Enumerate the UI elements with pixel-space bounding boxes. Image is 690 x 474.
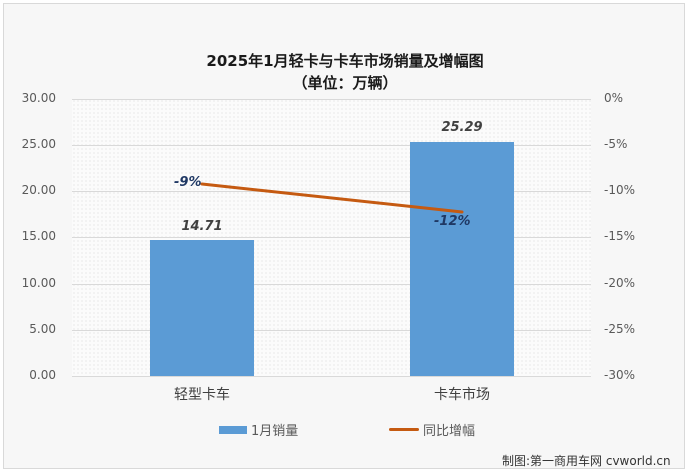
y-right-tick: 0% <box>604 91 624 105</box>
chart-subtitle: （单位：万辆） <box>292 74 398 92</box>
legend-line-label: 同比增幅 <box>423 424 476 439</box>
y-right-tick: -20% <box>604 276 636 290</box>
y-right-tick: -25% <box>604 322 636 336</box>
y-right-tick: -15% <box>604 229 636 243</box>
y-right-tick: -30% <box>604 368 636 382</box>
source-credit: 制图:第一商用车网 cvworld.cn <box>502 454 671 468</box>
y-left-tick: 25.00 <box>21 137 56 151</box>
y-left-tick: 10.00 <box>21 276 56 290</box>
bar-light-truck <box>150 240 254 376</box>
y-left-tick: 15.00 <box>21 229 56 243</box>
y-left-tick: 30.00 <box>21 91 56 105</box>
bar-value-label: 14.71 <box>181 219 223 234</box>
y-left-tick: 0.00 <box>29 368 56 382</box>
legend-line-swatch <box>389 428 419 431</box>
gridline <box>72 99 591 100</box>
legend-bar-swatch <box>219 426 247 434</box>
gridline <box>72 145 591 146</box>
chart-title: 2025年1月轻卡与卡车市场销量及增幅图 <box>206 52 484 70</box>
x-axis-line <box>72 376 591 377</box>
y-left-tick: 5.00 <box>29 322 56 336</box>
y-right-tick: -5% <box>604 137 628 151</box>
gridline <box>72 237 591 238</box>
legend-bar-label: 1月销量 <box>251 424 299 439</box>
gridline <box>72 191 591 192</box>
x-category-label: 卡车市场 <box>434 387 490 403</box>
bar-value-label: 25.29 <box>441 120 483 135</box>
y-left-tick: 20.00 <box>21 183 56 197</box>
gridline <box>72 330 591 331</box>
line-value-label: -12% <box>434 214 471 229</box>
y-right-tick: -10% <box>604 183 636 197</box>
x-category-label: 轻型卡车 <box>174 387 230 403</box>
line-value-label: -9% <box>174 175 202 190</box>
bar-truck-market <box>410 142 514 376</box>
gridline <box>72 284 591 285</box>
